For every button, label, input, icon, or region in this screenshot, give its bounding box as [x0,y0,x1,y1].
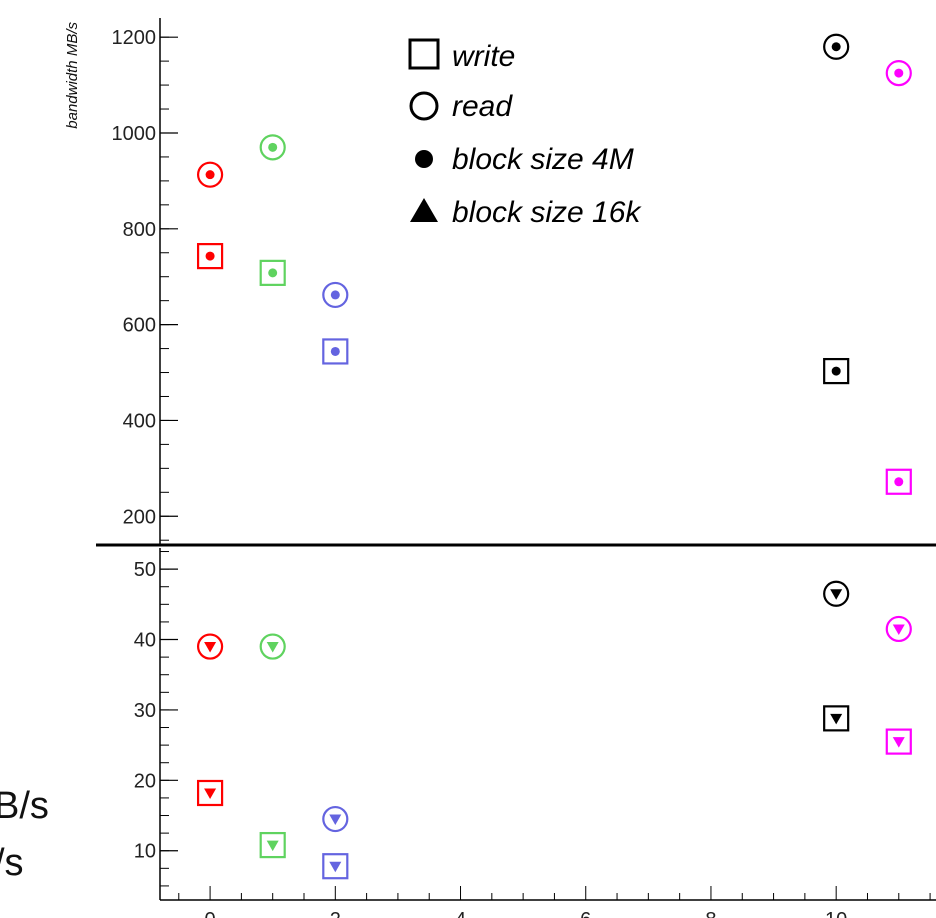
bottom-panel: 1020304050024681012 [134,548,936,918]
write-marker-square [322,853,349,880]
read-marker-circle [885,615,912,643]
legend-label-write: write [452,40,515,73]
block-16k-triangle [329,814,342,826]
read-marker-circle [196,633,224,660]
legend-triangle-icon [410,198,438,222]
y-tick-label: 1200 [112,27,157,49]
read-marker-circle [823,580,850,607]
y-tick-label: 600 [123,315,156,337]
read-marker-circle [823,33,850,60]
y-tick-label: 50 [134,559,156,581]
write-marker-square [259,259,286,286]
legend-square-icon [408,38,440,70]
block-4m-dot [330,346,340,356]
y-tick-label: 20 [134,770,156,792]
write-marker-square [196,779,224,807]
block-16k-triangle [266,840,279,852]
block-4m-dot [268,142,278,152]
block-16k-triangle [892,624,905,635]
read-marker-circle [196,161,224,188]
write-marker-square [823,357,850,385]
legend-circle-icon [409,91,439,121]
legend-label-block-4m: block size 4M [452,143,634,176]
x-tick-label: 6 [580,909,591,918]
y-tick-label: 800 [123,219,156,241]
write-marker-square [885,728,912,755]
write-marker-square [823,705,850,732]
y-tick-label: 30 [134,700,156,722]
read-marker-circle [259,633,286,660]
block-16k-triangle [204,642,217,653]
y-tick-label: 200 [123,506,156,528]
write-marker-square [322,338,349,365]
block-4m-dot [330,290,340,300]
block-4m-dot [268,268,278,278]
block-4m-dot [205,251,215,261]
read-marker-circle [885,59,912,87]
x-tick-label: 8 [705,909,716,918]
x-tick-label: 10 [825,909,847,918]
y-tick-label: 10 [134,841,156,863]
block-16k-triangle [204,788,217,799]
x-tick-label: 2 [330,909,341,918]
block-4m-dot [894,477,904,487]
write-marker-square [259,831,286,859]
y-axis-label: bandwidth MB/s [64,22,81,129]
y-tick-label: 40 [134,630,156,652]
legend-label-read: read [452,90,513,123]
legend: write read block size 4M block size 16k [408,38,642,229]
block-4m-dot [205,170,215,180]
read-marker-circle [322,805,349,833]
block-4m-dot [831,42,841,52]
read-marker-circle [259,134,286,161]
block-16k-triangle [830,589,843,600]
side-text-1: B/s [0,785,49,827]
read-marker-circle [322,281,349,309]
legend-label-block-16k: block size 16k [452,196,642,229]
x-tick-label: 0 [205,909,216,918]
block-16k-triangle [830,713,843,725]
y-tick-label: 1000 [112,123,157,145]
block-4m-dot [894,68,904,78]
y-tick-label: 400 [123,410,156,432]
write-marker-square [885,468,912,495]
legend-dot-icon [415,150,433,168]
block-16k-triangle [329,861,342,873]
top-panel: 200 400 600 800 1000 1200 bandwidth MB/s [64,18,912,545]
x-tick-label: 4 [455,909,466,918]
block-16k-triangle [266,642,279,653]
block-4m-dot [831,366,841,376]
block-16k-triangle [892,737,905,748]
side-text-2: /s [0,842,24,884]
write-marker-square [196,243,224,270]
